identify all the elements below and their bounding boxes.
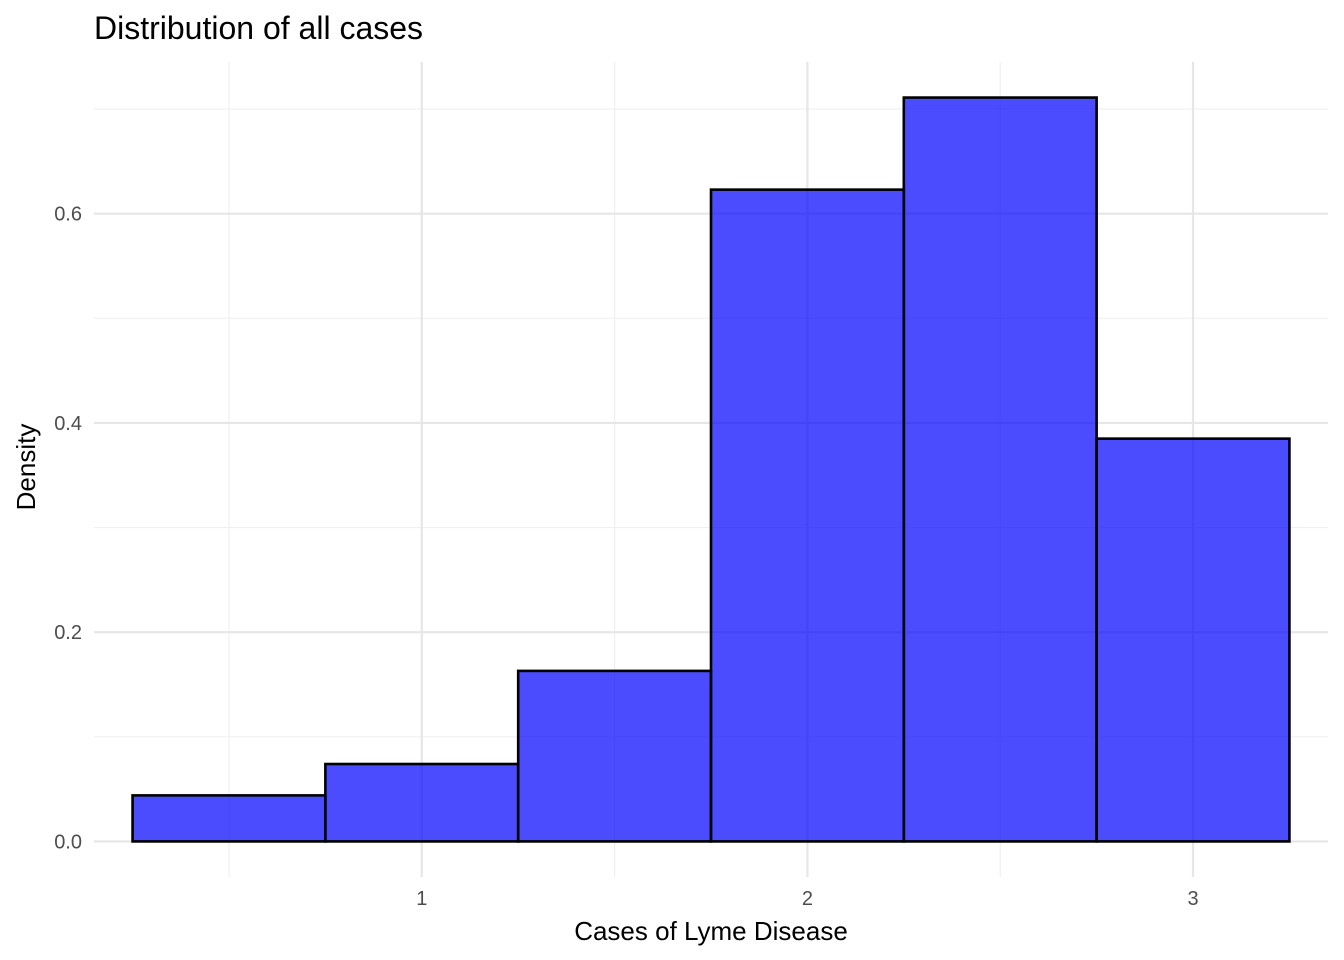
histogram-bar-5 — [902, 96, 1098, 843]
histogram-bar-6 — [1095, 437, 1291, 843]
chart-title: Distribution of all cases — [94, 10, 423, 46]
y-tick-label: 0.4 — [54, 413, 82, 435]
histogram-bar-1 — [131, 794, 327, 843]
y-axis-tick-labels: 0.0 0.2 0.4 0.6 — [54, 204, 82, 854]
x-axis-tick-labels: 1 2 3 — [416, 888, 1198, 910]
y-axis-title: Density — [11, 424, 41, 511]
y-tick-label: 0.0 — [54, 831, 82, 853]
histogram-bars — [131, 96, 1291, 843]
histogram-bar-3 — [516, 669, 713, 843]
x-tick-label: 2 — [802, 888, 813, 910]
histogram-bar-2 — [324, 762, 520, 843]
x-axis-title: Cases of Lyme Disease — [574, 916, 848, 946]
x-tick-label: 3 — [1187, 888, 1198, 910]
x-tick-label: 1 — [416, 888, 427, 910]
y-tick-label: 0.2 — [54, 622, 82, 644]
y-tick-label: 0.6 — [54, 204, 82, 226]
histogram-bar-4 — [709, 188, 906, 843]
